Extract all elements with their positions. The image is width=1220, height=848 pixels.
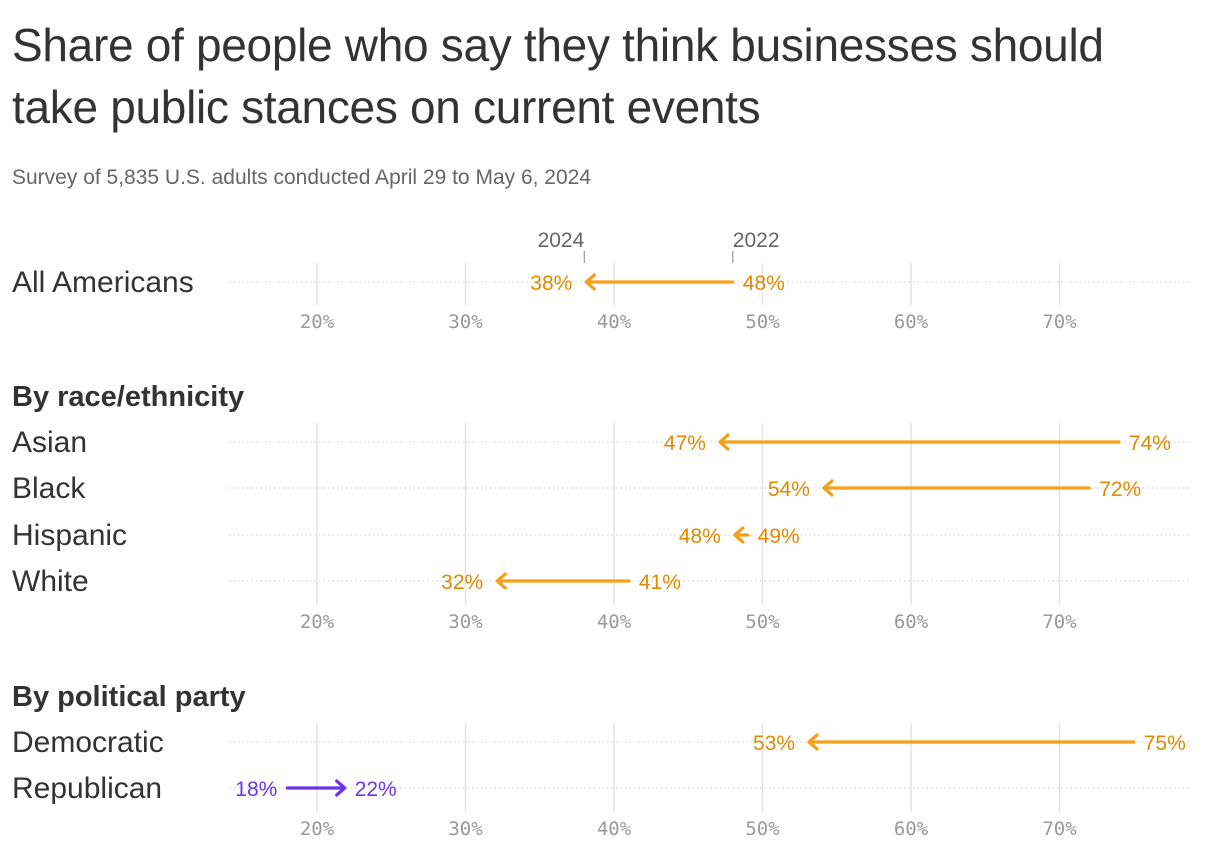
- change-arrow-head: [335, 779, 347, 797]
- x-tick-label: 20%: [300, 818, 335, 840]
- year-label-2022: 2022: [733, 229, 780, 252]
- x-tick-label: 70%: [1042, 311, 1077, 333]
- row-label: Asian: [12, 426, 87, 459]
- section-label: By political party: [12, 681, 246, 713]
- x-tick-label: 60%: [894, 611, 929, 633]
- value-label-2024: 53%: [753, 732, 795, 755]
- row-label: Black: [12, 472, 86, 505]
- x-tick-label: 40%: [597, 818, 632, 840]
- change-arrow-head: [807, 733, 819, 751]
- x-tick-label: 50%: [745, 611, 780, 633]
- value-label-2024: 47%: [664, 432, 706, 455]
- x-tick-label: 60%: [894, 311, 929, 333]
- row-label: Hispanic: [12, 519, 127, 552]
- x-tick-label: 20%: [300, 311, 335, 333]
- value-label-2024: 22%: [355, 778, 397, 801]
- x-tick-label: 30%: [448, 611, 483, 633]
- row-label: Republican: [12, 772, 162, 805]
- x-tick-label: 50%: [745, 818, 780, 840]
- x-tick-label: 30%: [448, 818, 483, 840]
- value-label-2024: 38%: [530, 272, 572, 295]
- change-arrow-head: [822, 479, 834, 497]
- value-label-2022: 41%: [639, 571, 681, 594]
- section-label: By race/ethnicity: [12, 381, 244, 413]
- value-label-2022: 18%: [235, 778, 277, 801]
- change-arrow-head: [495, 572, 507, 590]
- value-label-2024: 54%: [768, 478, 810, 501]
- chart-title: Share of people who say they think busin…: [12, 19, 1104, 133]
- row-label: Democratic: [12, 726, 164, 759]
- value-label-2022: 75%: [1144, 732, 1186, 755]
- value-label-2022: 72%: [1099, 478, 1141, 501]
- x-tick-label: 30%: [448, 311, 483, 333]
- chart-subtitle: Survey of 5,835 U.S. adults conducted Ap…: [12, 166, 592, 189]
- change-arrow-head: [733, 526, 745, 544]
- year-label-2024: 2024: [538, 229, 585, 252]
- value-label-2022: 49%: [758, 525, 800, 548]
- change-arrow-head: [718, 433, 730, 451]
- value-label-2022: 48%: [743, 272, 785, 295]
- x-tick-label: 50%: [745, 311, 780, 333]
- row-label: All Americans: [12, 266, 194, 299]
- value-label-2022: 74%: [1129, 432, 1171, 455]
- x-tick-label: 40%: [597, 611, 632, 633]
- value-label-2024: 32%: [441, 571, 483, 594]
- x-tick-label: 70%: [1042, 818, 1077, 840]
- value-label-2024: 48%: [679, 525, 721, 548]
- change-arrow-head: [584, 273, 596, 291]
- x-tick-label: 40%: [597, 311, 632, 333]
- row-label: White: [12, 565, 89, 598]
- x-tick-label: 60%: [894, 818, 929, 840]
- x-tick-label: 70%: [1042, 611, 1077, 633]
- x-tick-label: 20%: [300, 611, 335, 633]
